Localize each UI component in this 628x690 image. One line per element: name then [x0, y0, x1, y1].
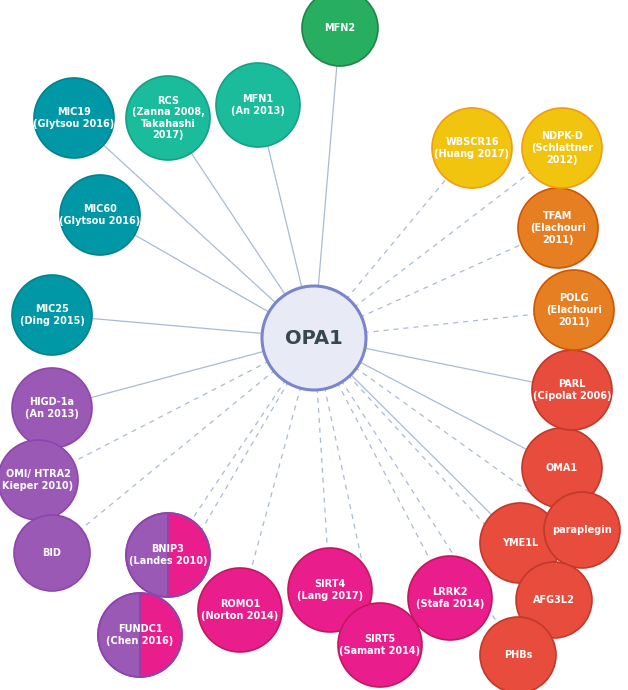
Text: FUNDC1
(Chen 2016): FUNDC1 (Chen 2016) — [106, 624, 173, 646]
Circle shape — [262, 286, 366, 390]
Circle shape — [408, 556, 492, 640]
Text: BNIP3
(Landes 2010): BNIP3 (Landes 2010) — [129, 544, 207, 566]
Text: OMA1: OMA1 — [546, 463, 578, 473]
Circle shape — [480, 503, 560, 583]
Text: OMI/ HTRA2
Kieper 2010): OMI/ HTRA2 Kieper 2010) — [3, 469, 73, 491]
Text: SIRT4
(Lang 2017): SIRT4 (Lang 2017) — [297, 579, 363, 601]
Circle shape — [288, 548, 372, 632]
Circle shape — [534, 270, 614, 350]
Wedge shape — [126, 513, 168, 597]
Text: paraplegin: paraplegin — [552, 525, 612, 535]
Text: RCS
(Zanna 2008,
Takahashi
2017): RCS (Zanna 2008, Takahashi 2017) — [131, 96, 205, 140]
Circle shape — [302, 0, 378, 66]
Text: SIRT5
(Samant 2014): SIRT5 (Samant 2014) — [340, 634, 421, 656]
Text: PHBs: PHBs — [504, 650, 532, 660]
Circle shape — [14, 515, 90, 591]
Text: LRRK2
(Stafa 2014): LRRK2 (Stafa 2014) — [416, 587, 484, 609]
Text: OPA1: OPA1 — [285, 328, 343, 348]
Text: MFN1
(An 2013): MFN1 (An 2013) — [231, 95, 285, 116]
Circle shape — [12, 368, 92, 448]
Text: HIGD-1a
(An 2013): HIGD-1a (An 2013) — [25, 397, 79, 419]
Circle shape — [12, 275, 92, 355]
Text: AFG3L2: AFG3L2 — [533, 595, 575, 605]
Wedge shape — [168, 513, 210, 597]
Circle shape — [516, 562, 592, 638]
Circle shape — [480, 617, 556, 690]
Circle shape — [522, 108, 602, 188]
Wedge shape — [98, 593, 140, 677]
Text: WBSCR16
(Huang 2017): WBSCR16 (Huang 2017) — [435, 137, 509, 159]
Text: NDPK-D
(Schlattner
2012): NDPK-D (Schlattner 2012) — [531, 131, 593, 165]
Circle shape — [544, 492, 620, 568]
Wedge shape — [140, 593, 182, 677]
Circle shape — [60, 175, 140, 255]
Circle shape — [216, 63, 300, 147]
Text: POLG
(Elachouri
2011): POLG (Elachouri 2011) — [546, 293, 602, 326]
Circle shape — [338, 603, 422, 687]
Text: BID: BID — [43, 548, 62, 558]
Text: TFAM
(Elachouri
2011): TFAM (Elachouri 2011) — [530, 211, 586, 244]
Circle shape — [432, 108, 512, 188]
Text: ROMO1
(Norton 2014): ROMO1 (Norton 2014) — [202, 599, 279, 621]
Circle shape — [0, 440, 78, 520]
Circle shape — [532, 350, 612, 430]
Circle shape — [518, 188, 598, 268]
Text: PARL
(Cipolat 2006): PARL (Cipolat 2006) — [533, 380, 611, 401]
Circle shape — [126, 76, 210, 160]
Circle shape — [522, 428, 602, 508]
Text: MIC19
(Glytsou 2016): MIC19 (Glytsou 2016) — [33, 107, 115, 129]
Text: MFN2: MFN2 — [325, 23, 355, 33]
Text: MIC25
(Ding 2015): MIC25 (Ding 2015) — [19, 304, 84, 326]
Circle shape — [198, 568, 282, 652]
Text: MIC60
(Glytsou 2016): MIC60 (Glytsou 2016) — [60, 204, 141, 226]
Text: YME1L: YME1L — [502, 538, 538, 548]
Circle shape — [34, 78, 114, 158]
